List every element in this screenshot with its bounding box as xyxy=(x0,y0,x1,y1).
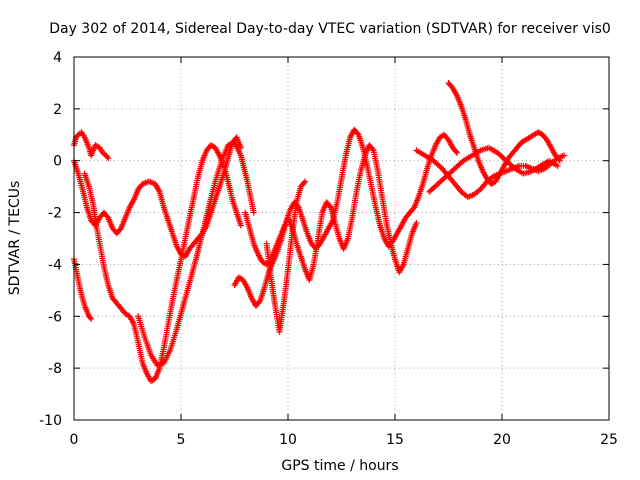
data-point xyxy=(104,153,111,160)
data-point xyxy=(88,315,95,322)
y-tick-label: -2 xyxy=(48,206,62,222)
series-track-11 xyxy=(426,144,561,195)
y-tick-label: -4 xyxy=(48,257,62,273)
x-tick-label: 20 xyxy=(493,432,511,448)
y-tick-label: 0 xyxy=(53,154,62,170)
data-point xyxy=(237,222,244,229)
data-point xyxy=(452,148,459,155)
data-point xyxy=(326,203,333,210)
y-tick-label: -6 xyxy=(48,309,62,325)
data-point xyxy=(301,179,308,186)
series-track-4 xyxy=(81,142,244,385)
data-point xyxy=(561,152,568,159)
x-tick-label: 25 xyxy=(600,432,618,448)
x-tick-label: 15 xyxy=(386,432,404,448)
data-point xyxy=(104,213,111,220)
series-track-2 xyxy=(71,134,244,260)
y-axis-label: SDTVAR / TECUs xyxy=(7,181,23,296)
x-axis-label: GPS time / hours xyxy=(281,458,398,474)
data-point xyxy=(413,219,420,226)
y-tick-label: -8 xyxy=(48,361,62,377)
y-tick-label: -10 xyxy=(39,413,62,429)
data-point xyxy=(410,205,417,212)
data-point xyxy=(556,157,563,164)
series-track-5 xyxy=(135,139,257,369)
data-point xyxy=(87,314,94,321)
series-track-10 xyxy=(445,79,563,188)
data-point xyxy=(554,162,561,169)
data-point xyxy=(354,130,361,137)
series-track-8 xyxy=(263,178,309,335)
data-point xyxy=(369,146,376,153)
y-tick-label: 4 xyxy=(53,50,62,66)
chart-title: Day 302 of 2014, Sidereal Day-to-day VTE… xyxy=(49,21,611,37)
plot-frame xyxy=(73,56,610,421)
x-tick-label: 10 xyxy=(279,432,297,448)
series-track-7 xyxy=(242,142,420,283)
y-tick-label: 2 xyxy=(53,102,62,118)
series-track-3 xyxy=(71,256,95,322)
data-point xyxy=(555,156,562,163)
axis-ticks: 0 5 10 15 20 25 -10 -8 -6 -4 -2 0 2 4 xyxy=(39,50,618,448)
data-points xyxy=(71,79,568,385)
data-point xyxy=(454,149,461,156)
data-point xyxy=(117,226,124,233)
data-point xyxy=(302,178,309,185)
data-point xyxy=(256,299,263,306)
data-point xyxy=(250,209,257,216)
data-point xyxy=(105,155,112,162)
x-tick-label: 0 xyxy=(70,432,79,448)
grid xyxy=(74,57,609,420)
x-tick-label: 5 xyxy=(177,432,186,448)
